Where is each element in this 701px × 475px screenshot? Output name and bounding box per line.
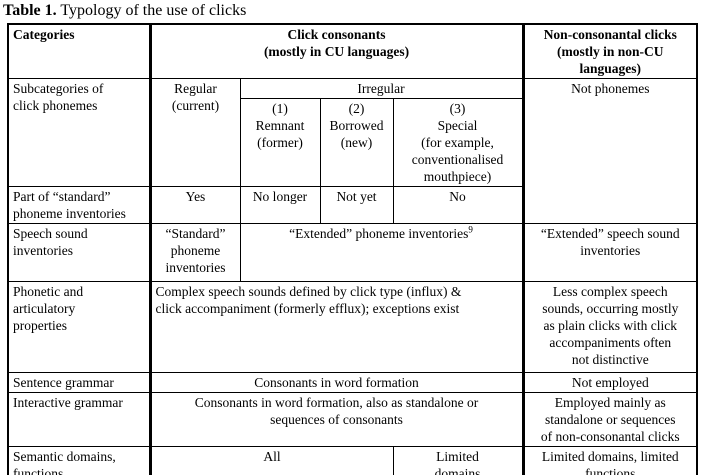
header-non-consonantal-clicks: Non-consonantal clicks (mostly in non-CU… bbox=[521, 23, 698, 79]
cell-extended-phoneme-inventories: “Extended” phoneme inventories9 bbox=[239, 223, 524, 282]
cell-standard-inventories-label: Part of “standard” phoneme inventories bbox=[7, 186, 151, 224]
table-caption-text: Typology of the use of clicks bbox=[56, 2, 247, 19]
cell-borrowed: (2) Borrowed (new) bbox=[319, 98, 394, 187]
cell-not-phonemes: Not phonemes bbox=[521, 78, 698, 224]
cell-semantic-domains-label: Semantic domains, functions bbox=[7, 446, 151, 475]
cell-standard-regular-yes: Yes bbox=[148, 186, 241, 224]
header-click-consonants: Click consonants (mostly in CU languages… bbox=[148, 23, 524, 79]
cell-all: All bbox=[148, 446, 394, 475]
table-caption-number: Table 1. bbox=[3, 2, 57, 19]
cell-consonants-word-formation: Consonants in word formation bbox=[148, 372, 524, 393]
cell-subcategories-label: Subcategories of click phonemes bbox=[7, 78, 151, 187]
cell-sentence-grammar-label: Sentence grammar bbox=[7, 372, 151, 393]
cell-complex-speech-sounds: Complex speech sounds defined by click t… bbox=[148, 281, 524, 373]
cell-standard-phoneme-inventories: “Standard” phoneme inventories bbox=[148, 223, 241, 282]
cell-standard-borrowed-not-yet: Not yet bbox=[319, 186, 394, 224]
cell-limited-domains-functions: Limited domains, limited functions bbox=[521, 446, 698, 475]
extended-phoneme-text: “Extended” phoneme inventories bbox=[289, 226, 469, 241]
cell-employed-standalone: Employed mainly as standalone or sequenc… bbox=[521, 392, 698, 447]
footnote-9-superscript: 9 bbox=[468, 224, 473, 235]
table-caption: Table 1. Typology of the use of clicks bbox=[3, 0, 246, 22]
cell-less-complex-speech-sounds: Less complex speech sounds, occurring mo… bbox=[521, 281, 698, 373]
cell-irregular: Irregular bbox=[239, 78, 524, 99]
cell-consonants-standalone: Consonants in word formation, also as st… bbox=[148, 392, 524, 447]
cell-interactive-grammar-label: Interactive grammar bbox=[7, 392, 151, 447]
cell-regular-current: Regular (current) bbox=[148, 78, 241, 187]
cell-extended-speech-sound: “Extended” speech sound inventories bbox=[521, 223, 698, 282]
cell-speech-sound-label: Speech sound inventories bbox=[7, 223, 151, 282]
typology-table: Categories Click consonants (mostly in C… bbox=[7, 23, 699, 475]
cell-not-employed: Not employed bbox=[521, 372, 698, 393]
cell-remnant: (1) Remnant (former) bbox=[239, 98, 321, 187]
cell-standard-special-no: No bbox=[392, 186, 524, 224]
header-categories: Categories bbox=[7, 23, 151, 79]
cell-limited-domains: Limited domains bbox=[392, 446, 524, 475]
cell-phonetic-properties-label: Phonetic and articulatory properties bbox=[7, 281, 151, 373]
cell-standard-remnant-no-longer: No longer bbox=[239, 186, 321, 224]
cell-special: (3) Special (for example, conventionalis… bbox=[392, 98, 524, 187]
